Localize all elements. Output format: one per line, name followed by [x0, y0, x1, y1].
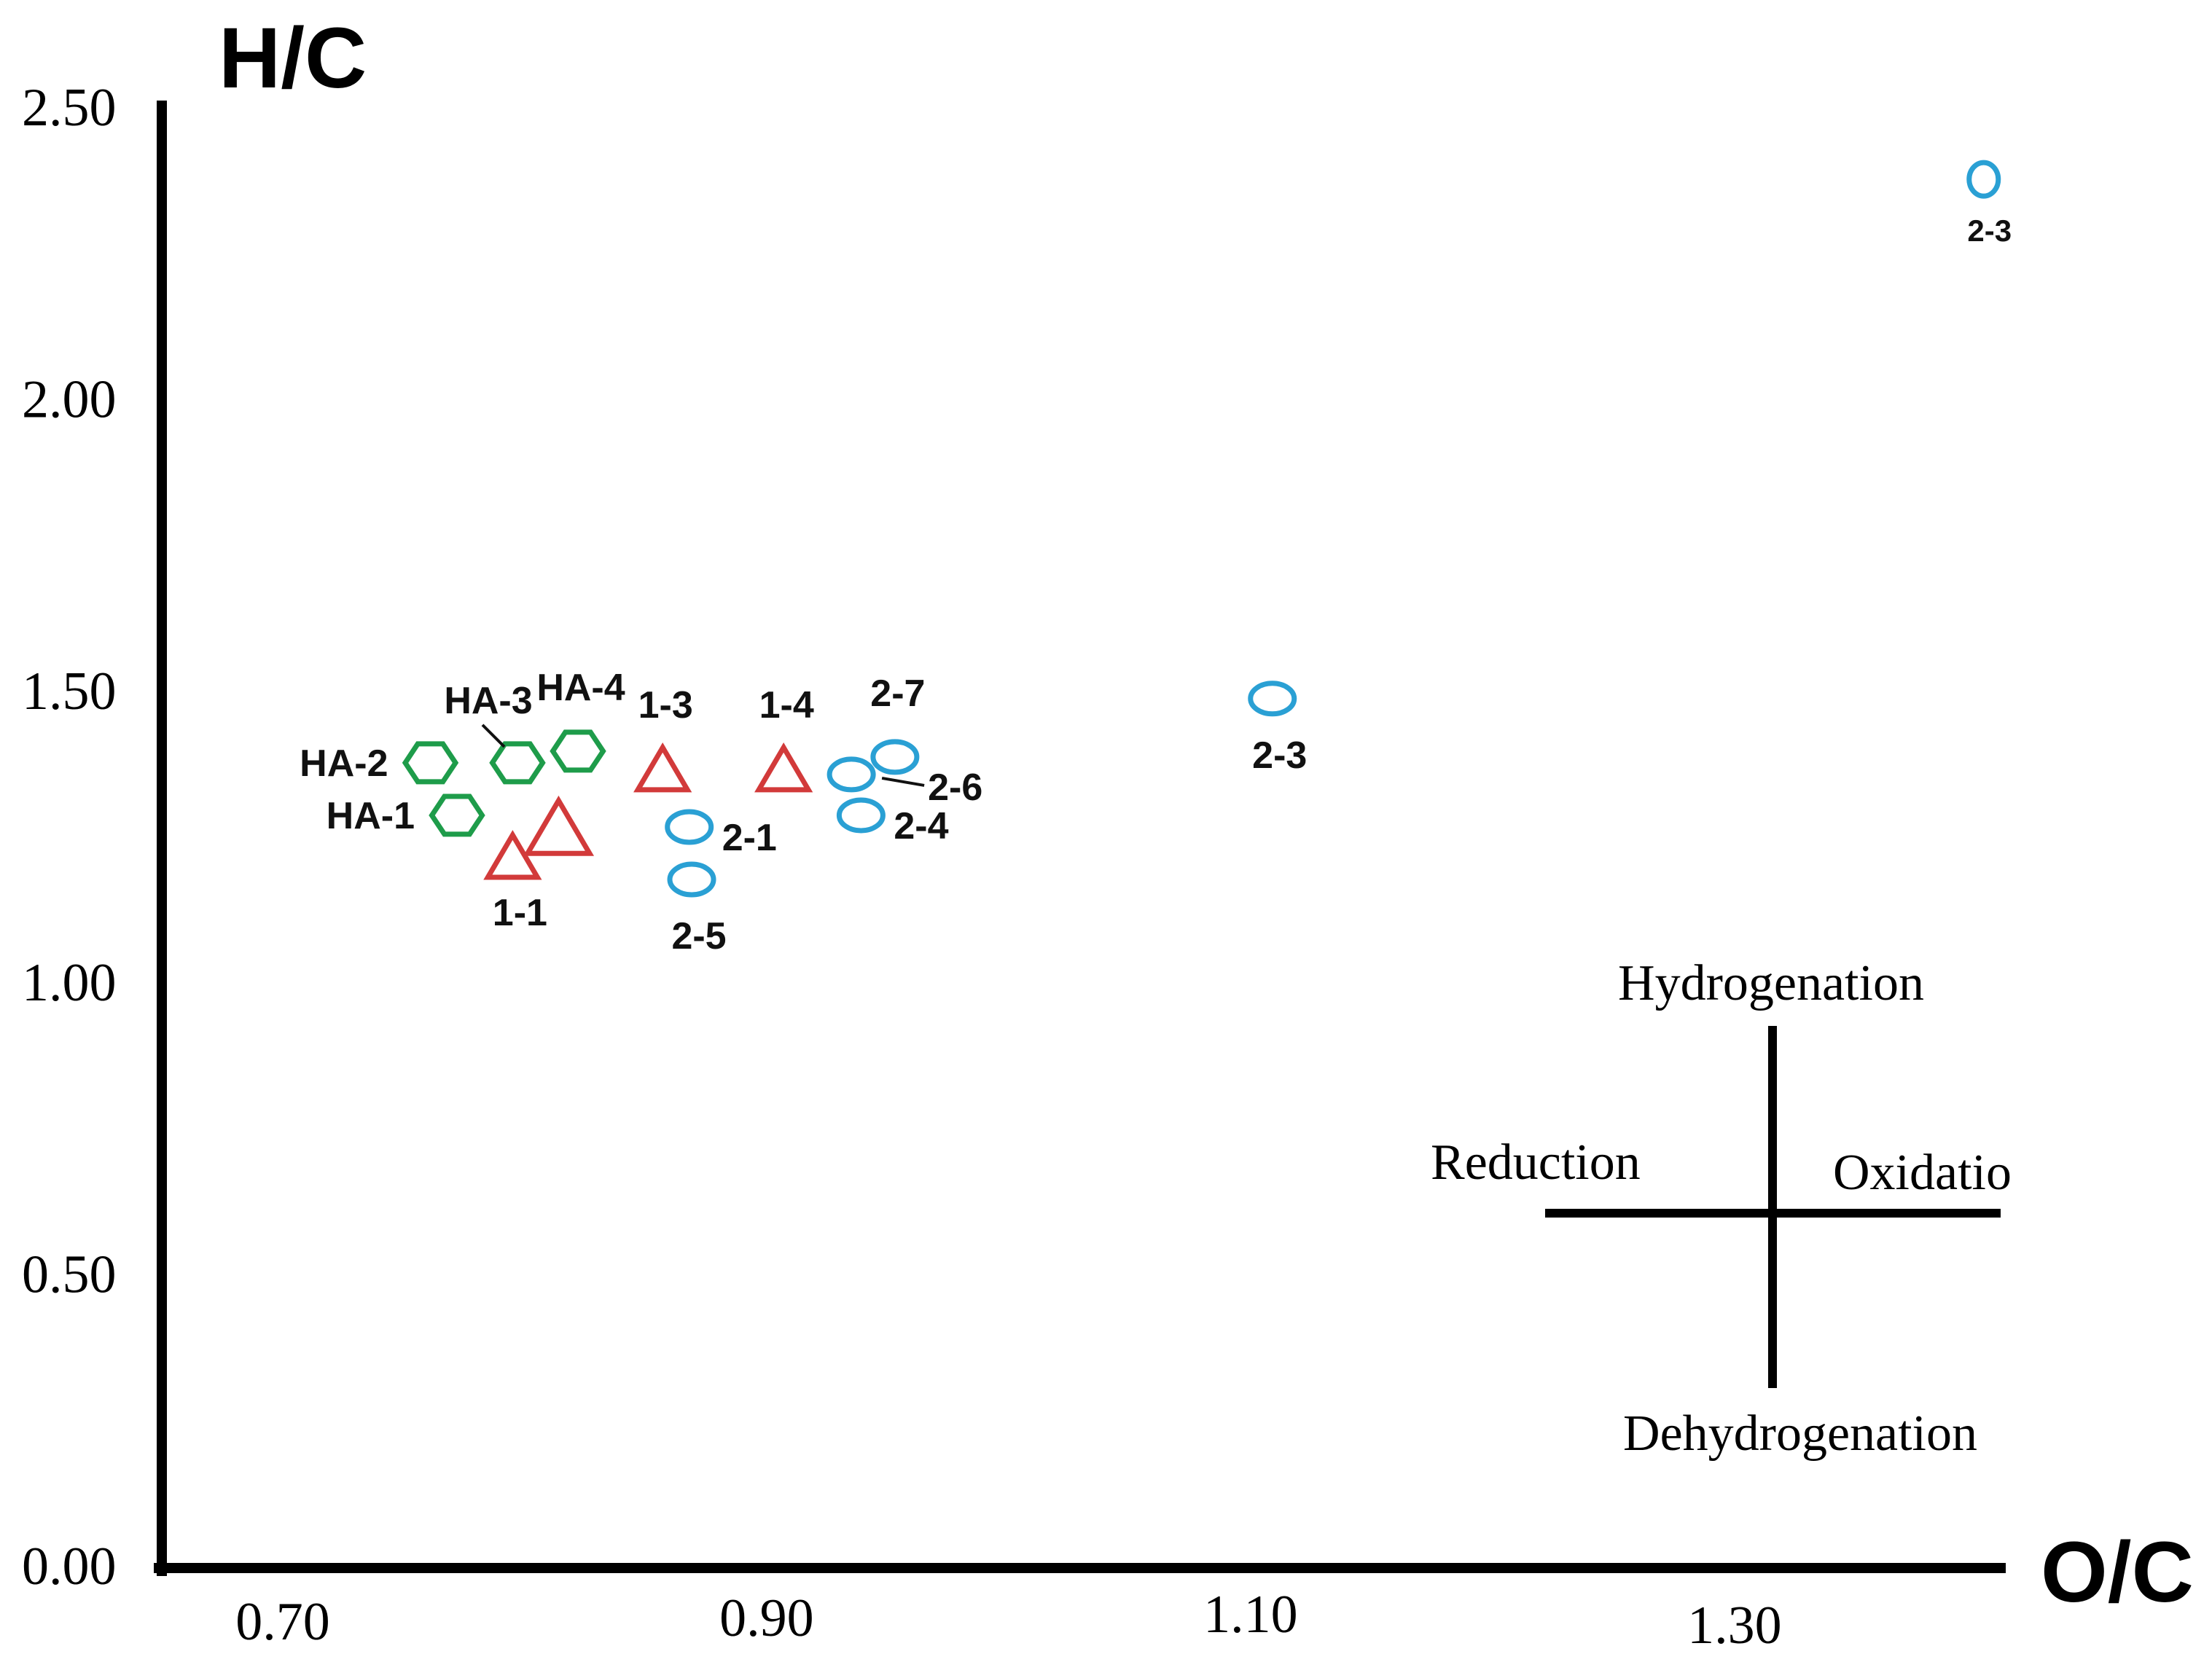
point-label: 2-6: [928, 767, 982, 809]
ellipse-marker: [1248, 681, 1297, 717]
hexagon-marker: [550, 729, 606, 773]
ellipse-marker: [836, 797, 886, 834]
triangle-marker: [523, 795, 595, 856]
x-tick-label: 0.70: [235, 1592, 330, 1652]
point-label: 1-4: [759, 684, 814, 726]
hexagon-marker: [429, 793, 485, 837]
triangle-marker: [483, 830, 542, 880]
leader-line: [881, 776, 925, 787]
point-label: 2-3: [1967, 213, 2012, 248]
triangle-marker: [754, 742, 813, 793]
annotation-reduction: Reduction: [1431, 1134, 1641, 1191]
triangle-marker: [633, 742, 692, 793]
point-label: 2-7: [870, 673, 925, 715]
point-label: HA-4: [536, 667, 625, 709]
data-points: HA-1 HA-2 HA-3 HA-4 1-1 1-3 1-4 2-1 2-5 2-62-4 2-7…: [300, 160, 2012, 957]
x-tick-label: 0.90: [719, 1588, 814, 1648]
point-label: 2-5: [671, 915, 726, 957]
ellipse-marker: [1966, 160, 2001, 199]
y-tick-label: 2.00: [22, 369, 117, 429]
ellipse-marker: [667, 861, 716, 898]
axes: H/C O/C: [154, 10, 2194, 1620]
y-tick-label: 1.50: [22, 662, 117, 721]
y-tick-label: 1.00: [22, 953, 117, 1013]
point-label: HA-3: [444, 680, 532, 722]
hexagon-marker: [402, 741, 459, 785]
direction-diagram: Hydrogenation Dehydrogenation Reduction Oxi…: [1431, 955, 2012, 1462]
point-label: 2-1: [722, 817, 777, 859]
tick-labels: 0.00 0.50 1.00 1.50 2.00 2.50 0.70 0.90 1.10 1.30: [22, 78, 1782, 1654]
leader-line: [481, 724, 506, 748]
ellipse-marker: [826, 756, 876, 793]
annotation-dehydrogenation: Dehydrogenation: [1623, 1406, 1977, 1462]
point-label: HA-1: [327, 795, 415, 837]
point-label: 2-3: [1252, 734, 1307, 777]
y-tick-label: 0.00: [22, 1537, 117, 1596]
point-label: HA-2: [300, 742, 388, 785]
point-label: 1-3: [638, 684, 693, 726]
y-tick-label: 0.50: [22, 1245, 117, 1305]
hexagon-marker: [489, 741, 546, 785]
ellipse-marker: [870, 739, 920, 775]
point-label: 2-4: [894, 805, 948, 847]
y-tick-label: 2.50: [22, 78, 117, 138]
y-axis-label: H/C: [219, 10, 367, 106]
x-tick-label: 1.30: [1687, 1596, 1782, 1654]
annotation-oxidation: Oxidatio: [1833, 1145, 2012, 1201]
ellipse-marker: [665, 809, 714, 845]
point-label: 1-1: [493, 892, 547, 934]
annotation-hydrogenation: Hydrogenation: [1618, 955, 1924, 1011]
x-axis-label: O/C: [2041, 1524, 2194, 1620]
x-tick-label: 1.10: [1203, 1585, 1298, 1645]
